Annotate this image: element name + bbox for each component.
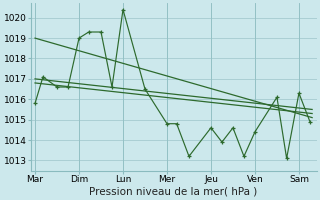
X-axis label: Pression niveau de la mer( hPa ): Pression niveau de la mer( hPa ): [90, 187, 258, 197]
